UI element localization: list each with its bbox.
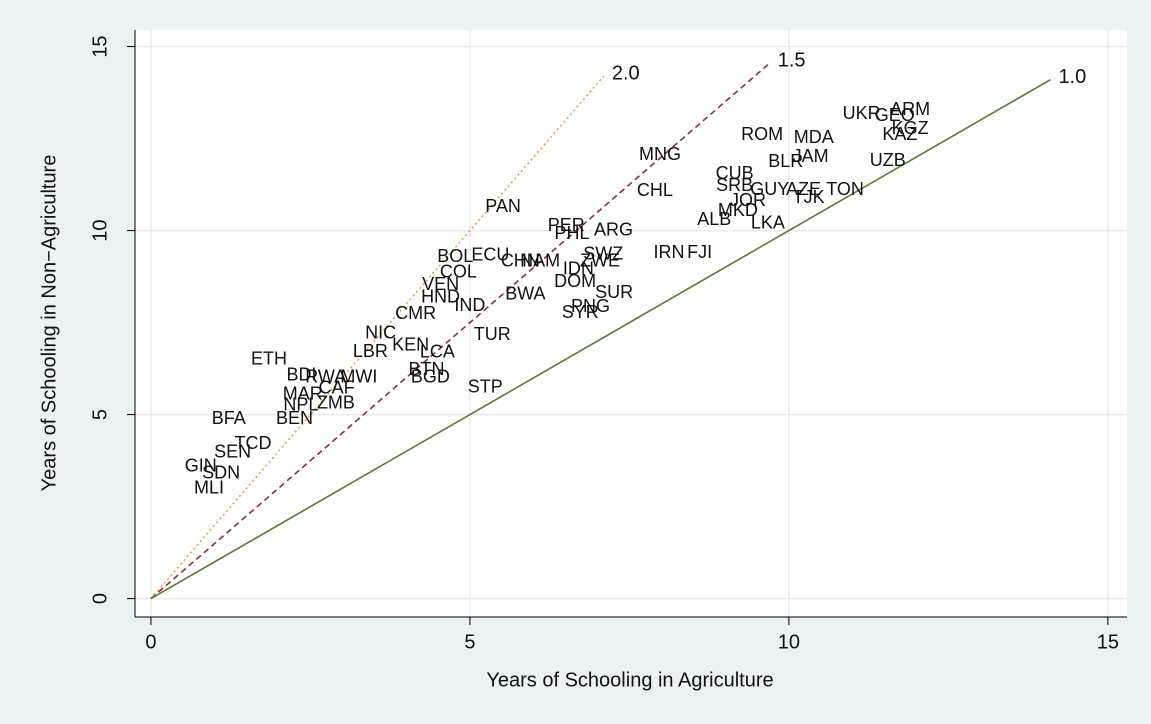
point-label: BLR	[768, 151, 803, 171]
y-tick-label: 15	[89, 35, 111, 57]
point-label: JAM	[793, 146, 829, 166]
y-tick-label: 10	[89, 219, 111, 241]
point-label: BFA	[212, 408, 246, 428]
reference-line	[150, 75, 605, 600]
point-label: SEN	[214, 442, 251, 462]
point-label: DOM	[554, 271, 596, 291]
reference-line-label: 2.0	[612, 62, 640, 84]
point-label: SWZ	[583, 244, 623, 264]
point-label: IDN	[563, 259, 594, 279]
point-label: PAN	[485, 196, 521, 216]
point-label: MLI	[194, 477, 224, 497]
point-label: UZB	[870, 150, 906, 170]
point-label: SRB	[716, 175, 753, 195]
point-label: LKA	[751, 213, 785, 233]
reference-line-label: 1.0	[1058, 66, 1086, 88]
point-label: RWA	[305, 367, 346, 387]
point-label: LCA	[420, 342, 455, 362]
point-label: PHL	[554, 223, 589, 243]
plot-area	[135, 30, 1127, 617]
point-label: SUR	[595, 282, 633, 302]
point-label: LBR	[353, 341, 388, 361]
point-label: TJK	[793, 187, 825, 207]
point-label: GUY	[750, 179, 789, 199]
point-label: BEN	[276, 408, 313, 428]
point-label: HND	[421, 287, 460, 307]
point-label: NIC	[365, 323, 396, 343]
point-label: STP	[468, 376, 503, 396]
point-label: JOR	[730, 190, 766, 210]
point-label: BTN	[409, 359, 445, 379]
point-label: BDI	[286, 365, 316, 385]
point-label: ALB	[697, 209, 731, 229]
point-label: BOL	[437, 246, 473, 266]
point-label: IRN	[653, 242, 684, 262]
point-label: GIN	[185, 456, 217, 476]
point-label: ZMB	[317, 393, 355, 413]
reference-line	[150, 78, 1051, 600]
point-label: UKR	[843, 103, 881, 123]
point-label: PER	[548, 215, 585, 235]
point-label: MAR	[283, 383, 323, 403]
point-label: GEO	[875, 105, 915, 125]
y-axis-title: Years of Schooling in Non−Agriculture	[38, 155, 60, 492]
point-label: ROM	[741, 124, 783, 144]
point-label: KGZ	[892, 118, 929, 138]
x-tick-label: 10	[778, 631, 800, 653]
point-label: TON	[826, 179, 864, 199]
point-label: MDA	[794, 127, 834, 147]
y-tick-label: 5	[89, 409, 111, 420]
point-label: NPL	[283, 395, 318, 415]
point-label: SDN	[202, 463, 240, 483]
x-axis-title: Years of Schooling in Agriculture	[486, 669, 773, 691]
point-label: ZWE	[580, 251, 620, 271]
point-label: MNG	[639, 144, 681, 164]
point-label: CMR	[395, 303, 436, 323]
point-label: IND	[454, 295, 485, 315]
point-label: TCD	[235, 433, 272, 453]
point-label: BWA	[505, 284, 545, 304]
point-label: ECU	[471, 245, 509, 265]
point-label: MWI	[340, 367, 377, 387]
point-label: PNG	[571, 296, 610, 316]
x-tick-label: 0	[145, 631, 156, 653]
point-label: ARG	[594, 220, 633, 240]
point-label: CUB	[716, 163, 754, 183]
point-label: KAZ	[882, 124, 917, 144]
reference-line-label: 1.5	[778, 49, 806, 71]
point-label: MKD	[718, 200, 758, 220]
point-label: BGD	[411, 367, 450, 387]
x-tick-label: 15	[1097, 631, 1119, 653]
point-label: ARM	[890, 99, 930, 119]
point-label: COL	[440, 262, 477, 282]
point-label: VEN	[422, 274, 459, 294]
point-label: TUR	[474, 324, 511, 344]
point-label: ETH	[251, 349, 287, 369]
y-tick-label: 0	[89, 593, 111, 604]
point-label: FJI	[687, 242, 712, 262]
point-label: AZE	[786, 179, 821, 199]
point-label: SYR	[562, 302, 599, 322]
point-label: NAM	[520, 251, 560, 271]
point-label: CAF	[319, 378, 355, 398]
x-tick-label: 5	[464, 631, 475, 653]
point-label: KEN	[392, 335, 429, 355]
reference-line	[150, 62, 771, 600]
point-label: CHL	[637, 180, 673, 200]
point-label: CHN	[501, 251, 540, 271]
